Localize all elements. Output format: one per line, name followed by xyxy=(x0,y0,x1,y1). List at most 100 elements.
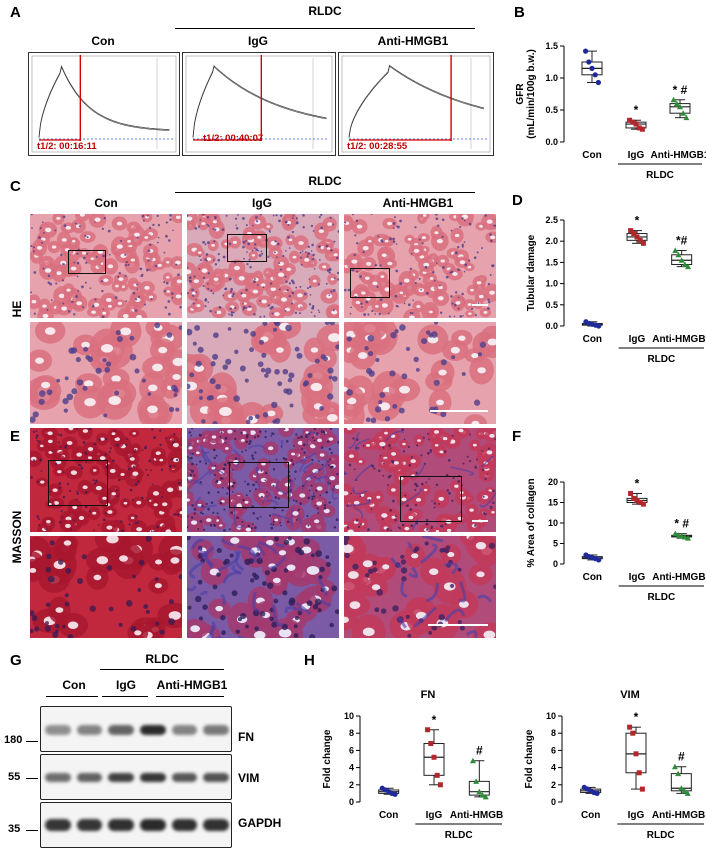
tubule-lumen xyxy=(76,453,82,457)
nucleus xyxy=(199,434,202,437)
nucleus xyxy=(168,618,175,625)
nucleus xyxy=(161,468,163,470)
y-tick-label: 6 xyxy=(551,745,556,755)
nucleus xyxy=(296,353,302,359)
tubule-lumen xyxy=(79,516,85,520)
nucleus xyxy=(356,242,358,244)
tubule-lumen xyxy=(46,520,51,523)
nucleus xyxy=(158,224,160,226)
nucleus xyxy=(90,605,96,611)
nucleus xyxy=(395,270,398,273)
data-point xyxy=(594,791,599,796)
gfr-curve-igg: t1/2: 00:40:07 xyxy=(182,52,336,156)
nucleus xyxy=(294,633,299,638)
tubule-lumen xyxy=(170,557,179,563)
nucleus xyxy=(285,276,287,278)
data-point xyxy=(428,741,433,746)
tubule-lumen xyxy=(117,222,122,226)
tubule-lumen xyxy=(239,276,245,280)
nucleus xyxy=(116,489,118,491)
nucleus xyxy=(163,252,165,254)
nucleus xyxy=(173,433,175,435)
nucleus xyxy=(119,623,123,627)
nucleus xyxy=(476,459,478,461)
nucleus xyxy=(166,221,168,223)
nucleus xyxy=(221,630,226,635)
panel-label-h: H xyxy=(304,652,315,669)
nucleus xyxy=(211,361,216,366)
nucleus xyxy=(222,228,225,231)
nucleus xyxy=(137,237,139,239)
tubule-lumen xyxy=(40,445,44,448)
nucleus xyxy=(382,241,384,243)
nucleus xyxy=(311,459,313,461)
nucleus xyxy=(36,515,39,518)
nucleus xyxy=(461,217,463,219)
nucleus xyxy=(399,324,406,331)
data-point xyxy=(641,241,646,246)
nucleus xyxy=(392,605,398,611)
nucleus xyxy=(312,254,315,257)
nucleus xyxy=(375,264,377,266)
panel-label-g: G xyxy=(10,652,22,669)
nucleus xyxy=(71,388,77,394)
tubule-lumen xyxy=(391,488,396,491)
scale-bar xyxy=(472,520,488,522)
tubule-lumen xyxy=(447,529,451,532)
y-tick-label: 4 xyxy=(551,763,556,773)
nucleus xyxy=(279,522,281,524)
masson-con-low xyxy=(30,428,182,532)
tubule-lumen xyxy=(192,292,196,295)
nucleus xyxy=(235,218,237,220)
nucleus xyxy=(302,214,305,217)
y-tick-label: 2 xyxy=(551,780,556,790)
nucleus xyxy=(230,511,233,514)
nucleus xyxy=(207,241,210,244)
nucleus xyxy=(375,406,381,412)
nucleus xyxy=(220,502,223,505)
nucleus xyxy=(458,307,460,309)
nucleus xyxy=(309,490,311,492)
tubule-lumen xyxy=(357,225,363,229)
tubule-lumen xyxy=(311,347,319,352)
nucleus xyxy=(380,299,383,302)
nucleus xyxy=(389,509,392,512)
nucleus xyxy=(274,537,279,542)
nucleus xyxy=(213,332,219,338)
tubule-lumen xyxy=(106,525,112,529)
nucleus xyxy=(143,220,145,222)
nucleus xyxy=(130,456,132,458)
tubule-lumen xyxy=(45,268,51,272)
tubule-lumen xyxy=(225,447,229,450)
blot-vim xyxy=(40,754,232,800)
nucleus xyxy=(132,575,136,579)
nucleus xyxy=(274,418,280,424)
blot-band xyxy=(45,819,71,831)
nucleus xyxy=(229,528,231,530)
nucleus xyxy=(331,585,337,591)
blot-band xyxy=(45,773,71,782)
y-tick-label: 6 xyxy=(349,745,354,755)
tubule-lumen xyxy=(429,311,433,314)
tubule-lumen xyxy=(316,502,322,506)
nucleus xyxy=(306,434,308,436)
nucleus xyxy=(406,615,410,619)
nucleus xyxy=(223,256,226,259)
tubule-lumen xyxy=(331,278,335,281)
tubule-lumen xyxy=(443,437,447,440)
nucleus xyxy=(407,634,411,638)
nucleus xyxy=(233,312,235,314)
nucleus xyxy=(132,292,135,295)
nucleus xyxy=(58,434,60,436)
nucleus xyxy=(115,296,118,299)
nucleus xyxy=(303,451,305,453)
nucleus xyxy=(153,436,156,439)
nucleus xyxy=(287,236,290,239)
data-point xyxy=(627,725,632,730)
nucleus xyxy=(137,480,139,482)
nucleus xyxy=(176,459,178,461)
nucleus xyxy=(60,254,62,256)
nucleus xyxy=(191,289,194,292)
nucleus xyxy=(39,390,46,397)
nucleus xyxy=(270,307,273,310)
